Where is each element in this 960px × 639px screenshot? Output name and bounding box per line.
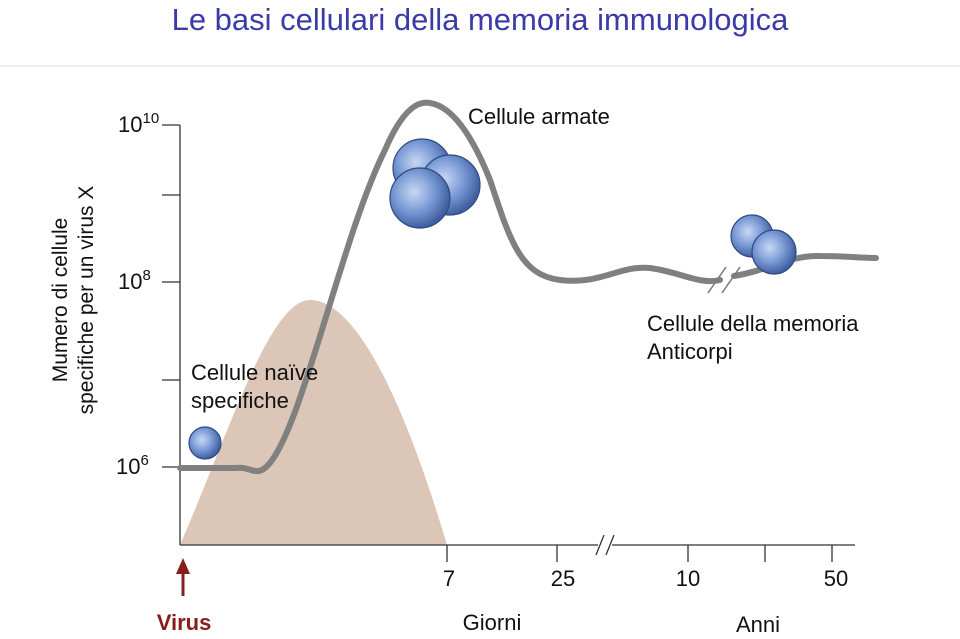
cell-curve <box>177 99 879 475</box>
x-group-label: Giorni <box>463 610 522 634</box>
base: 10 <box>118 269 142 294</box>
y-axis-label: Mumero di cellule specifiche per un viru… <box>49 186 98 415</box>
base: 10 <box>118 112 142 137</box>
y-tick-label: 1010 <box>118 110 159 137</box>
x-tick-label: 25 <box>551 566 575 591</box>
curve-break <box>707 266 741 294</box>
annotation: Anticorpi <box>647 339 733 364</box>
exp: 10 <box>142 110 159 127</box>
title: Le basi cellulari della memoria immunolo… <box>172 2 790 37</box>
y-label-line: specifiche per un virus X <box>75 186 98 415</box>
x-tick-label: 7 <box>443 566 455 591</box>
x-tick-label: 50 <box>824 566 848 591</box>
cells <box>188 138 797 460</box>
annotation: Cellule della memoria <box>647 311 859 336</box>
exp: 8 <box>142 267 150 284</box>
virus-label: Virus <box>157 610 212 634</box>
virus-arrow <box>176 558 190 596</box>
naive-area <box>180 300 447 545</box>
annotation: specifiche <box>191 388 289 413</box>
axes <box>162 124 855 562</box>
annotation: Cellule naïve <box>191 360 318 385</box>
x-group-label: Anni <box>736 612 780 634</box>
exp: 6 <box>140 452 148 469</box>
x-tick-label: 10 <box>676 566 700 591</box>
y-label-line: Mumero di cellule <box>49 218 72 383</box>
base: 10 <box>116 454 140 479</box>
annotation: Cellule armate <box>468 104 610 129</box>
y-tick-label: 106 <box>116 452 149 479</box>
y-tick-label: 108 <box>118 267 151 294</box>
